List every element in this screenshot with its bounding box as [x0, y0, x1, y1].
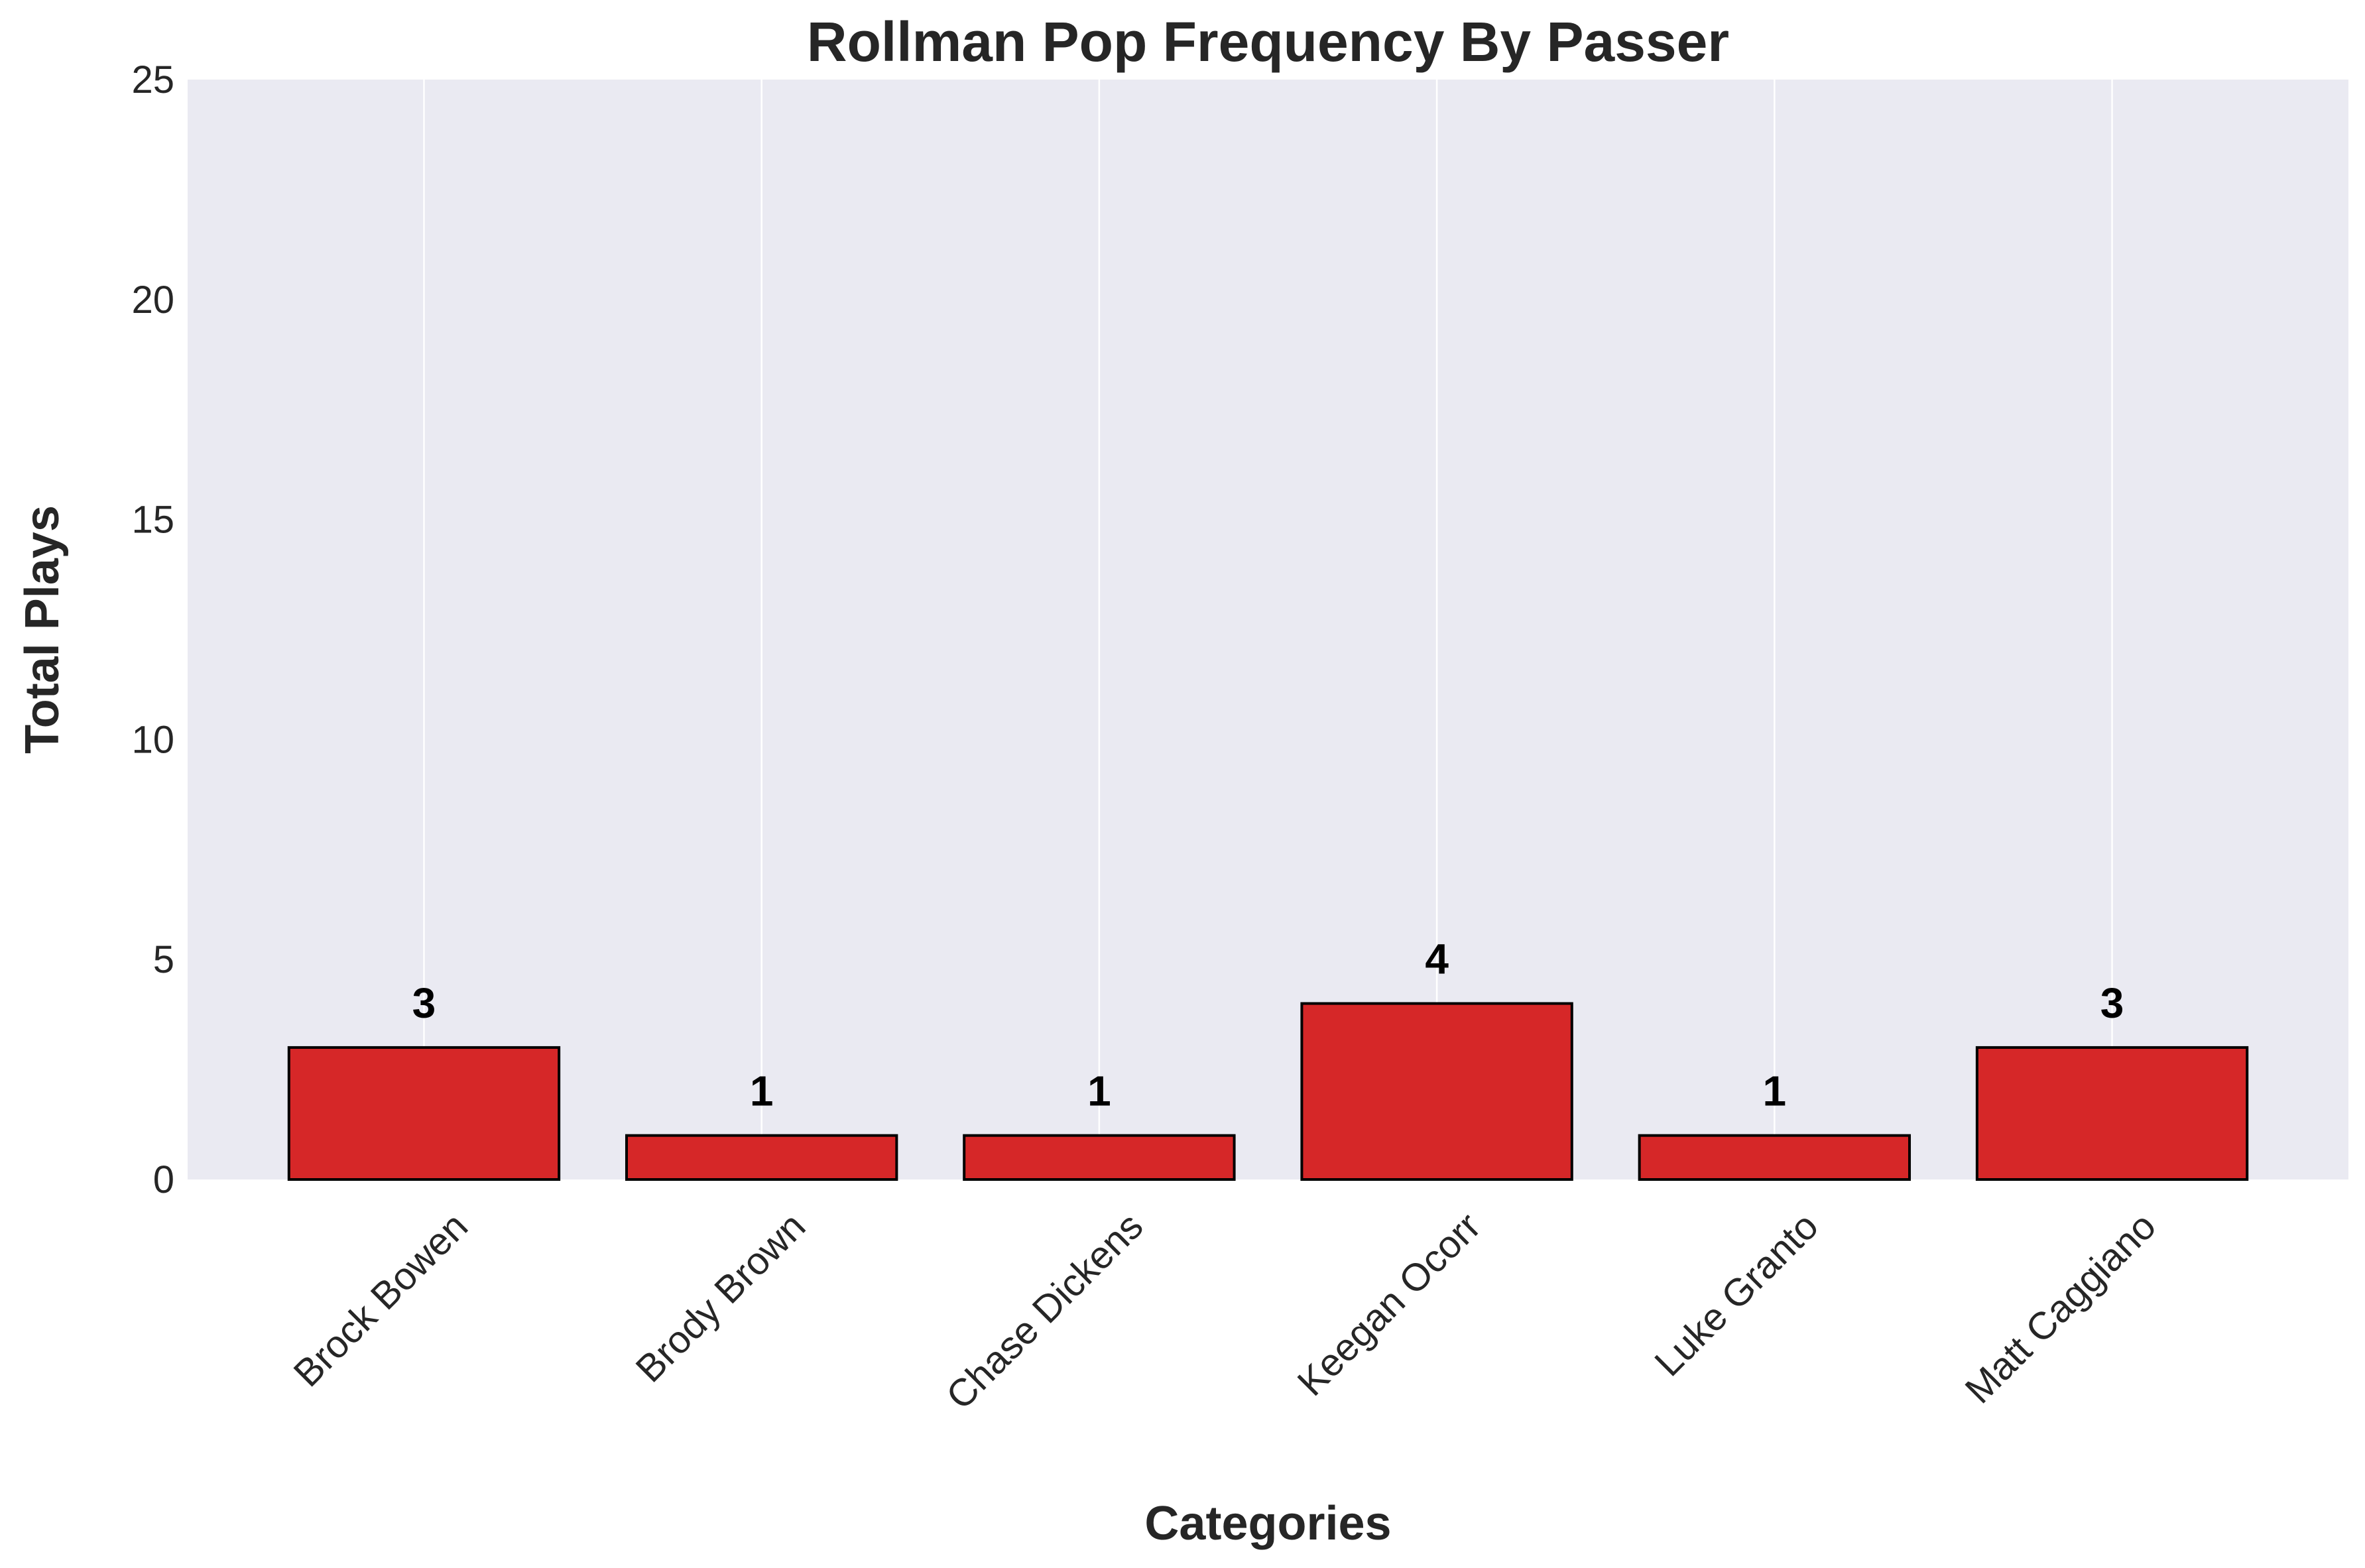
data-label: 4: [1425, 935, 1449, 983]
data-labels: 3 1 1 4 1 3: [412, 935, 2124, 1115]
x-tick-label: Brock Bowen: [285, 1205, 476, 1396]
data-label: 1: [1763, 1067, 1787, 1115]
y-tick-label: 15: [131, 499, 174, 542]
y-tick-label: 20: [131, 278, 174, 322]
x-tick-label: Chase Dickens: [938, 1205, 1152, 1418]
x-tick-label: Brody Brown: [628, 1205, 814, 1391]
y-tick-label: 0: [153, 1158, 174, 1201]
y-tick-label: 5: [153, 938, 174, 981]
y-tick-label: 10: [131, 718, 174, 761]
chart-title: Rollman Pop Frequency By Passer: [807, 11, 1729, 73]
y-axis-ticks: 0 5 10 15 20 25: [131, 58, 174, 1201]
x-tick-label: Matt Caggiano: [1957, 1205, 2164, 1412]
data-label: 3: [2100, 979, 2124, 1027]
bar: [625, 1134, 898, 1181]
bar: [1638, 1134, 1911, 1181]
y-axis-title: Total Plays: [16, 505, 69, 754]
data-label: 1: [1087, 1067, 1111, 1115]
grid-lines: [423, 80, 2113, 1179]
x-axis-ticks: Brock Bowen Brody Brown Chase Dickens Keega…: [285, 1205, 2164, 1418]
data-label: 1: [750, 1067, 774, 1115]
bar: [963, 1134, 1236, 1181]
x-tick-label: Keegan Ocorr: [1289, 1205, 1488, 1404]
data-label: 3: [412, 979, 436, 1027]
bar: [1300, 1002, 1573, 1181]
x-axis-title: Categories: [1144, 1497, 1391, 1550]
bars: [287, 1002, 2249, 1181]
y-tick-label: 25: [131, 58, 174, 101]
bar: [287, 1046, 561, 1181]
x-tick-label: Luke Granto: [1646, 1205, 1827, 1385]
plot-area: [188, 80, 2348, 1179]
bar: [1975, 1046, 2249, 1181]
